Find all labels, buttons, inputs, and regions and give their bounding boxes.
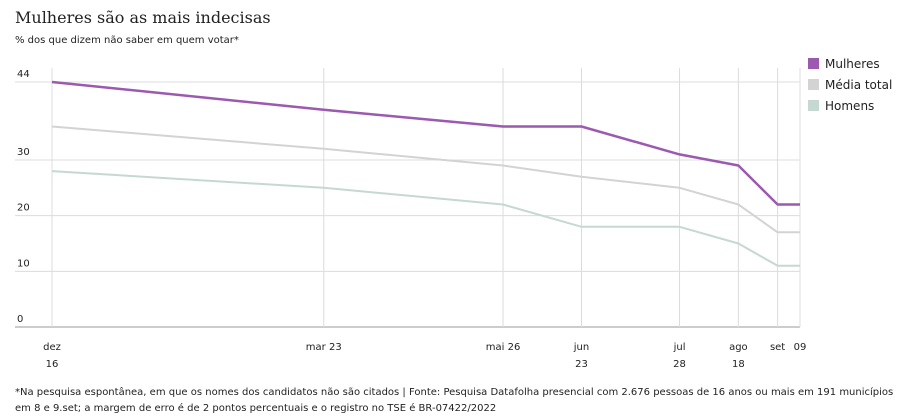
- y-axis-ticks: 0 10 20 30 44: [17, 69, 30, 325]
- y-tick-label: 0: [17, 314, 23, 325]
- x-tick-label: 23: [575, 359, 588, 370]
- chart-title: Mulheres são as mais indecisas: [15, 8, 271, 27]
- chart-subtitle: % dos que dizem não saber em quem votar*: [15, 35, 239, 46]
- series-line-homens: [51, 170, 800, 267]
- legend-label: Média total: [825, 77, 893, 92]
- x-tick-label: jul: [673, 342, 686, 353]
- legend-swatch: [808, 79, 819, 90]
- line-chart: 0 10 20 30 44 dez 16 mar 23 mai 26 jun 23 jul 28 ago…: [15, 68, 806, 370]
- legend-swatch: [808, 100, 819, 111]
- series-line-m-dia-total: [51, 125, 800, 234]
- series-layer: [51, 80, 800, 267]
- x-tick-label: jun: [573, 342, 589, 353]
- x-tick-label: mai 26: [486, 342, 521, 353]
- x-tick-label: 09: [794, 342, 807, 353]
- legend-item: Média total: [808, 74, 892, 95]
- x-tick-label: dez: [43, 342, 61, 353]
- x-tick-label: set: [770, 342, 785, 353]
- legend-label: Homens: [825, 98, 875, 113]
- x-axis-ticks: dez 16 mar 23 mai 26 jun 23 jul 28 ago 18 set 09: [43, 342, 806, 370]
- x-tick-label: ago: [729, 342, 748, 353]
- x-tick-label: mar 23: [306, 342, 342, 353]
- x-tick-label: 18: [732, 359, 745, 370]
- series-line-mulheres: [51, 80, 800, 206]
- x-tick-label: 16: [46, 359, 59, 370]
- x-tick-label: 28: [673, 359, 686, 370]
- legend-swatch: [808, 58, 819, 69]
- legend: Mulheres Média total Homens: [808, 53, 892, 116]
- legend-item: Mulheres: [808, 53, 892, 74]
- y-tick-label: 20: [17, 203, 30, 214]
- legend-label: Mulheres: [825, 56, 880, 71]
- legend-item: Homens: [808, 95, 892, 116]
- y-tick-label: 30: [17, 147, 30, 158]
- grid-layer: [15, 68, 801, 328]
- footnote: *Na pesquisa espontânea, em que os nomes…: [15, 387, 894, 414]
- y-tick-label: 44: [17, 69, 30, 80]
- y-tick-label: 10: [17, 258, 30, 269]
